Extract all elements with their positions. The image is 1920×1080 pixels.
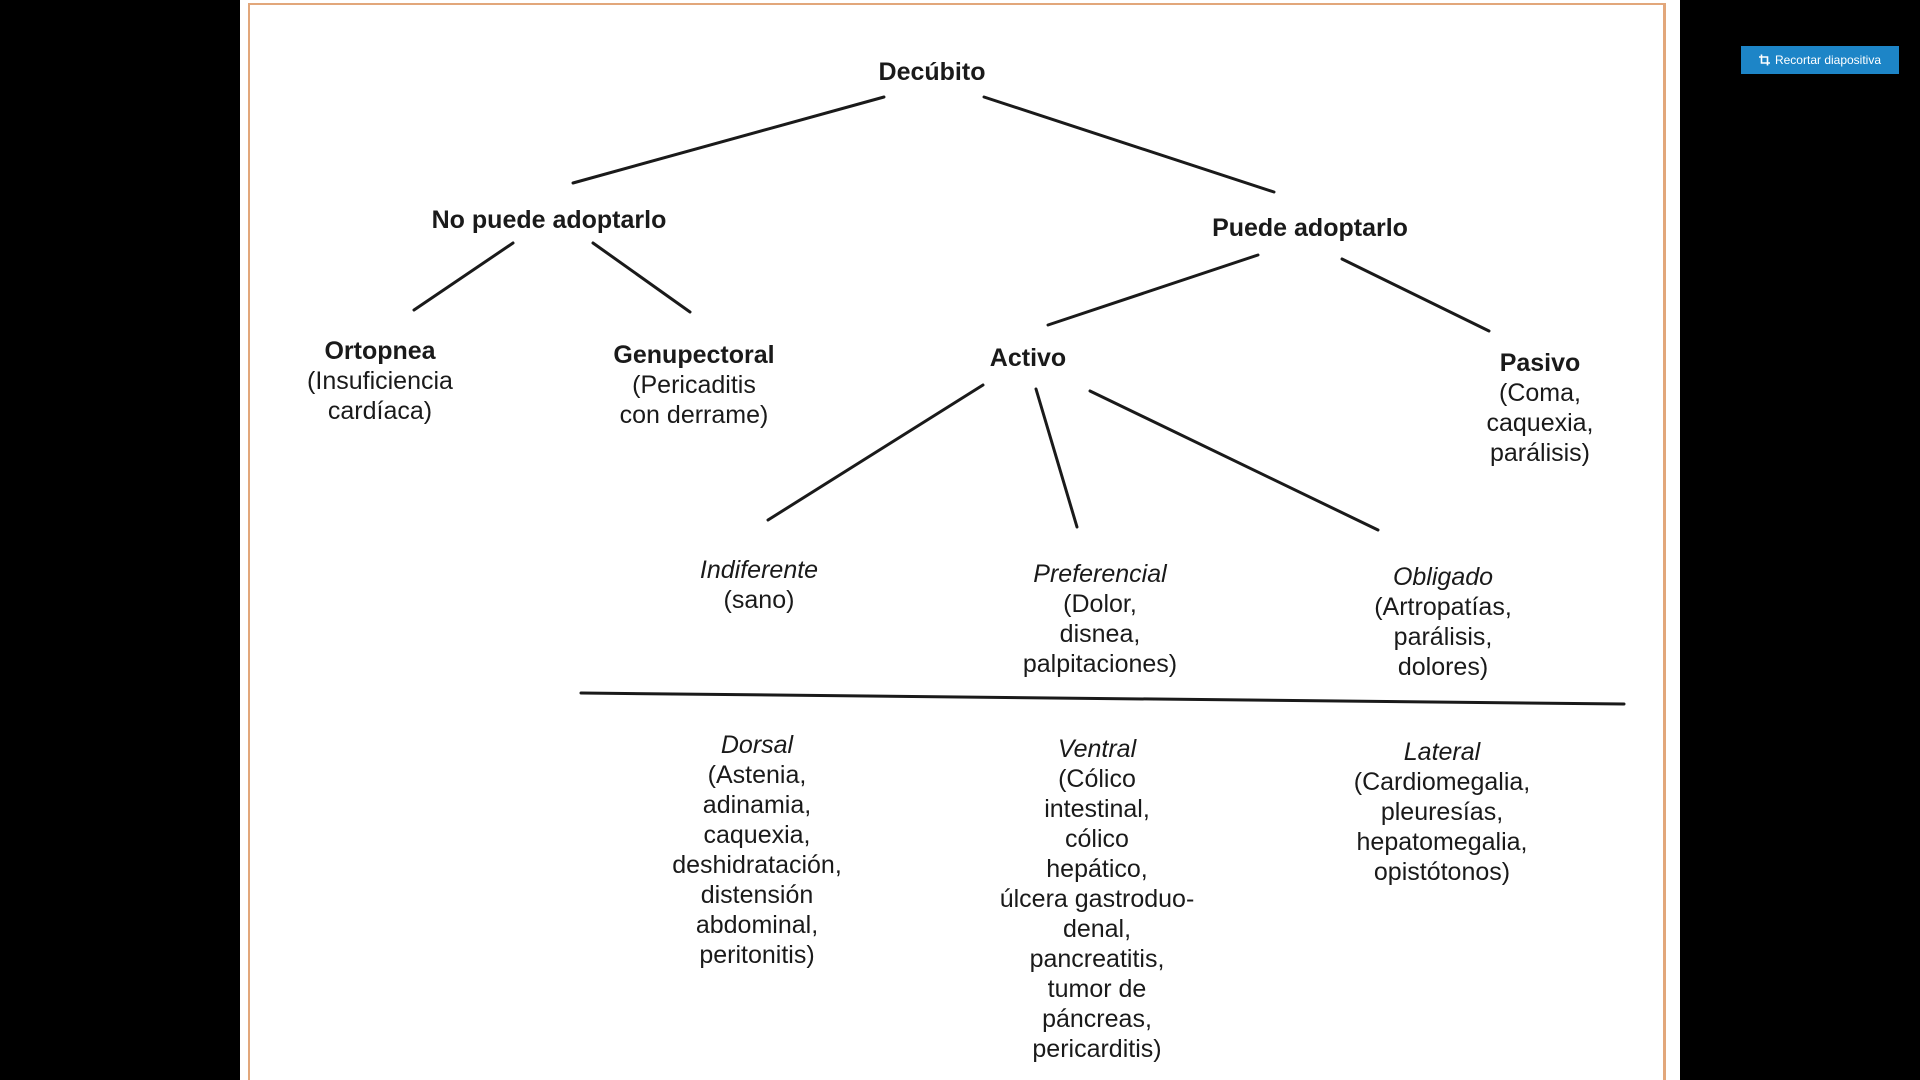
node-indiferente-title: Indiferente <box>699 556 819 584</box>
connector-activo-preferencial <box>1034 387 1079 529</box>
diagram-connectors <box>412 95 1626 706</box>
node-genupectoral-title: Genupectoral <box>613 341 775 369</box>
crop-icon <box>1758 54 1770 66</box>
node-no-puede-title: No puede adoptarlo <box>431 206 667 234</box>
node-pasivo-detail: (Coma, caquexia, parálisis) <box>1486 379 1594 467</box>
node-obligado: Obligado (Artropatías, parálisis, dolore… <box>1374 562 1512 682</box>
node-ortopnea-detail: (Insuficiencia cardíaca) <box>307 367 453 425</box>
node-preferencial: Preferencial (Dolor, disnea, palpitacion… <box>1023 559 1177 679</box>
connector-root-cannot <box>571 95 886 185</box>
node-ventral: Ventral (Cólico intestinal, cólico hepát… <box>1000 734 1195 1064</box>
node-dorsal-title: Dorsal <box>720 731 794 759</box>
node-dorsal-detail: (Astenia, adinamia, caquexia, deshidrata… <box>672 761 842 969</box>
node-genupectoral-detail: (Pericaditis con derrame) <box>619 371 769 429</box>
node-puede-adoptarlo: Puede adoptarlo <box>1212 213 1408 243</box>
connector-cannot-ortopnea <box>412 241 515 312</box>
connector-can-activo <box>1046 253 1260 327</box>
node-indiferente: Indiferente (sano) <box>700 555 818 615</box>
node-decubito-title: Decúbito <box>878 58 986 86</box>
node-pasivo-title: Pasivo <box>1499 349 1581 377</box>
connector-activo-obligado <box>1088 389 1380 532</box>
slide-border <box>248 3 1666 1080</box>
node-preferencial-detail: (Dolor, disnea, palpitaciones) <box>1022 590 1178 678</box>
node-obligado-detail: (Artropatías, parálisis, dolores) <box>1374 593 1512 681</box>
connector-cannot-genupectoral <box>591 241 692 314</box>
node-ventral-title: Ventral <box>1057 735 1137 763</box>
node-activo: Activo <box>990 343 1066 373</box>
node-decubito: Decúbito <box>879 57 986 87</box>
node-dorsal: Dorsal (Astenia, adinamia, caquexia, des… <box>672 730 842 970</box>
node-ortopnea-title: Ortopnea <box>324 337 436 365</box>
crop-slide-button[interactable]: Recortar diapositiva <box>1741 46 1899 74</box>
node-pasivo: Pasivo (Coma, caquexia, parálisis) <box>1486 348 1593 468</box>
node-lateral-detail: (Cardiomegalia, pleuresías, hepatomegali… <box>1353 768 1531 886</box>
connector-root-can <box>982 95 1276 194</box>
node-activo-title: Activo <box>989 344 1067 372</box>
crop-slide-label: Recortar diapositiva <box>1774 53 1882 67</box>
connector-can-pasivo <box>1340 257 1491 333</box>
node-genupectoral: Genupectoral (Pericaditis con derrame) <box>613 340 774 430</box>
node-lateral-title: Lateral <box>1403 738 1481 766</box>
node-no-puede-adoptarlo: No puede adoptarlo <box>432 205 667 235</box>
slide: Decúbito No puede adoptarlo Puede adopta… <box>240 0 1680 1080</box>
node-obligado-title: Obligado <box>1392 563 1494 591</box>
separator-line <box>579 691 1626 706</box>
connector-activo-indiferente <box>766 383 985 522</box>
node-ventral-detail: (Cólico intestinal, cólico hepático, úlc… <box>999 765 1195 1063</box>
node-ortopnea: Ortopnea (Insuficiencia cardíaca) <box>307 336 453 426</box>
node-puede-title: Puede adoptarlo <box>1212 214 1408 242</box>
node-preferencial-title: Preferencial <box>1033 560 1167 588</box>
node-lateral: Lateral (Cardiomegalia, pleuresías, hepa… <box>1354 737 1530 887</box>
node-indiferente-detail: (sano) <box>723 586 795 614</box>
